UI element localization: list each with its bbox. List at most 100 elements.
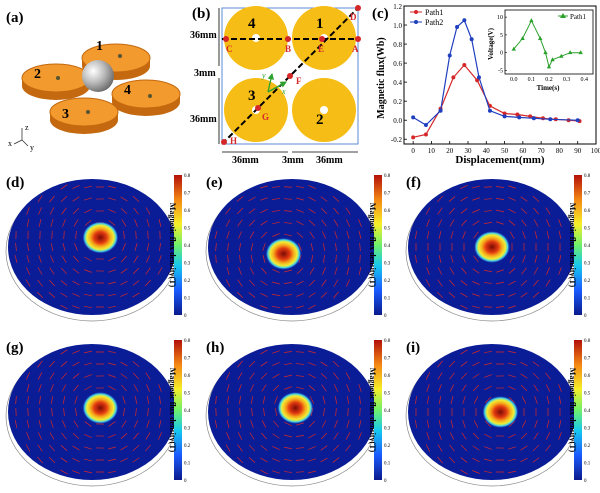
colorbar-tick: 0.7 <box>584 357 591 362</box>
map-panel-g: (g) 0 0.1 0.2 0.3 0.4 0.5 0.6 0.7 0.8 Magnetic flu… <box>5 339 191 487</box>
colorbar-tick: 0.4 <box>384 244 391 249</box>
colorbar-tick: 0.8 <box>384 339 391 344</box>
colorbar-tick: 0.5 <box>384 227 391 232</box>
data-point-Path2 <box>502 114 507 119</box>
flux-hotspot <box>82 391 119 424</box>
data-point-Path1 <box>475 78 480 83</box>
colorbar <box>174 340 182 480</box>
y-tick-label: 1.2 <box>393 3 402 11</box>
colorbar-tick: 0.5 <box>184 227 191 232</box>
y-axis-label-c: Magnetic flux(Wb) <box>376 37 387 118</box>
axis-z-label: z <box>25 123 29 132</box>
field-arrows <box>415 184 562 310</box>
colorbar-label: Magnetic flux density(T) <box>368 368 377 453</box>
colorbar-tick: 0.7 <box>384 357 391 362</box>
point-label-D: D <box>350 12 357 22</box>
inset-x-label: Time(s) <box>537 84 560 92</box>
dim-bottom-left: 36mm <box>232 155 259 166</box>
axis-y-label-b: y <box>261 71 266 80</box>
point-label-F: F <box>296 76 302 86</box>
x-tick-label: 40 <box>483 147 491 155</box>
flux-hotspot <box>82 221 119 254</box>
inset-y-tick: 5 <box>500 33 503 39</box>
data-point-Path2 <box>487 108 492 113</box>
flux-hotspot <box>277 391 314 424</box>
inset-y-label: Voltage(V) <box>487 27 495 60</box>
map-panel-e: (e) 0 0.1 0.2 0.3 0.4 0.5 0.6 0.7 0.8 Magnetic flu… <box>205 174 391 322</box>
panel-b: (b) 4 1 3 2 A B C D E F G H x <box>190 5 361 166</box>
inset-data-point <box>520 35 525 40</box>
dimension-lines <box>218 8 358 153</box>
colorbar-label: Magnetic flux density(T) <box>568 203 577 288</box>
panel-a: (a) 1 2 3 4 z x <box>6 10 181 152</box>
data-point-Path2 <box>469 37 474 42</box>
dim-bottom-gap: 3mm <box>282 155 304 166</box>
colorbar-label: Magnetic flux density(T) <box>168 203 177 288</box>
inset-x-tick: 0.3 <box>563 77 571 83</box>
colorbar-tick: 0.4 <box>184 409 191 414</box>
legend-c: Path1 Path2 <box>410 8 443 27</box>
dim-left-bottom: 36mm <box>190 114 217 125</box>
colorbar-tick: 0 <box>384 314 387 319</box>
layout-frame <box>221 7 359 145</box>
field-arrows <box>14 184 163 310</box>
legend-path2: Path2 <box>425 18 443 27</box>
inset-series <box>511 18 583 69</box>
colorbar-tick: 0.2 <box>184 279 191 284</box>
axis-x-label: x <box>8 139 12 148</box>
x-tick-label: 30 <box>465 147 473 155</box>
inset-data-point <box>511 46 516 51</box>
inset-data-point <box>543 50 548 55</box>
colorbar-label: Magnetic flux density(T) <box>368 203 377 288</box>
colorbar <box>374 340 382 480</box>
disc-2-top <box>292 78 356 142</box>
colorbar-tick: 0.7 <box>184 192 191 197</box>
point-label-G: G <box>262 112 269 122</box>
colorbar <box>174 175 182 315</box>
x-tick-label: 50 <box>501 147 509 155</box>
colorbar-tick: 0 <box>184 479 187 484</box>
inset-data-point <box>550 57 555 62</box>
colorbar-tick: 0.7 <box>384 192 391 197</box>
data-point-Path2 <box>411 115 416 120</box>
path-points <box>221 5 361 145</box>
x-tick-label: 80 <box>556 147 564 155</box>
point-label-H: H <box>230 136 237 146</box>
colorbar-tick: 0.3 <box>384 262 391 267</box>
field-arrows <box>214 349 362 475</box>
colorbar-tick: 0.4 <box>584 409 591 414</box>
field-arrows <box>14 349 163 475</box>
flux-hotspot <box>474 231 510 263</box>
disc-2 <box>21 63 91 100</box>
y-tick-label: 0.8 <box>393 41 402 49</box>
colorbar-tick: 0.8 <box>184 339 191 344</box>
series-line-Path1 <box>412 64 580 138</box>
disc-3 <box>49 97 119 134</box>
colorbar-tick: 0.2 <box>584 444 591 449</box>
panel-label-f: (f) <box>406 175 421 191</box>
y-tick-label: -0.2 <box>391 136 403 144</box>
top-disc-label-2: 2 <box>316 112 324 128</box>
data-point-Path2 <box>438 108 443 113</box>
data-point-Path2 <box>548 117 553 122</box>
x-tick-label: 10 <box>428 147 436 155</box>
colorbar-tick: 0.1 <box>584 462 591 467</box>
panel-label-g: (g) <box>6 340 24 356</box>
x-tick-label: 70 <box>538 147 546 155</box>
inset-y-tick: 0 <box>500 51 503 57</box>
inset-y-ticks: -5 0 5 10 <box>497 15 507 74</box>
inset-data-point <box>578 50 583 55</box>
y-tick-label: 1.0 <box>393 22 402 30</box>
colorbar-tick: 0.1 <box>384 462 391 467</box>
colorbar-tick: 0.6 <box>184 374 191 379</box>
axis-x-label-b: x <box>281 87 286 96</box>
data-point-Path1 <box>462 63 467 68</box>
xy-axis-indicator <box>267 72 287 93</box>
x-tick-label: 20 <box>446 147 454 155</box>
colorbar-tick: 0.2 <box>384 444 391 449</box>
colorbar-tick: 0.7 <box>584 192 591 197</box>
y-tick-label: 0.4 <box>393 79 402 87</box>
panel-label-a: (a) <box>6 10 24 26</box>
disc-label-4: 4 <box>124 83 131 98</box>
colorbar-label: Magnetic flux density(T) <box>568 368 577 453</box>
